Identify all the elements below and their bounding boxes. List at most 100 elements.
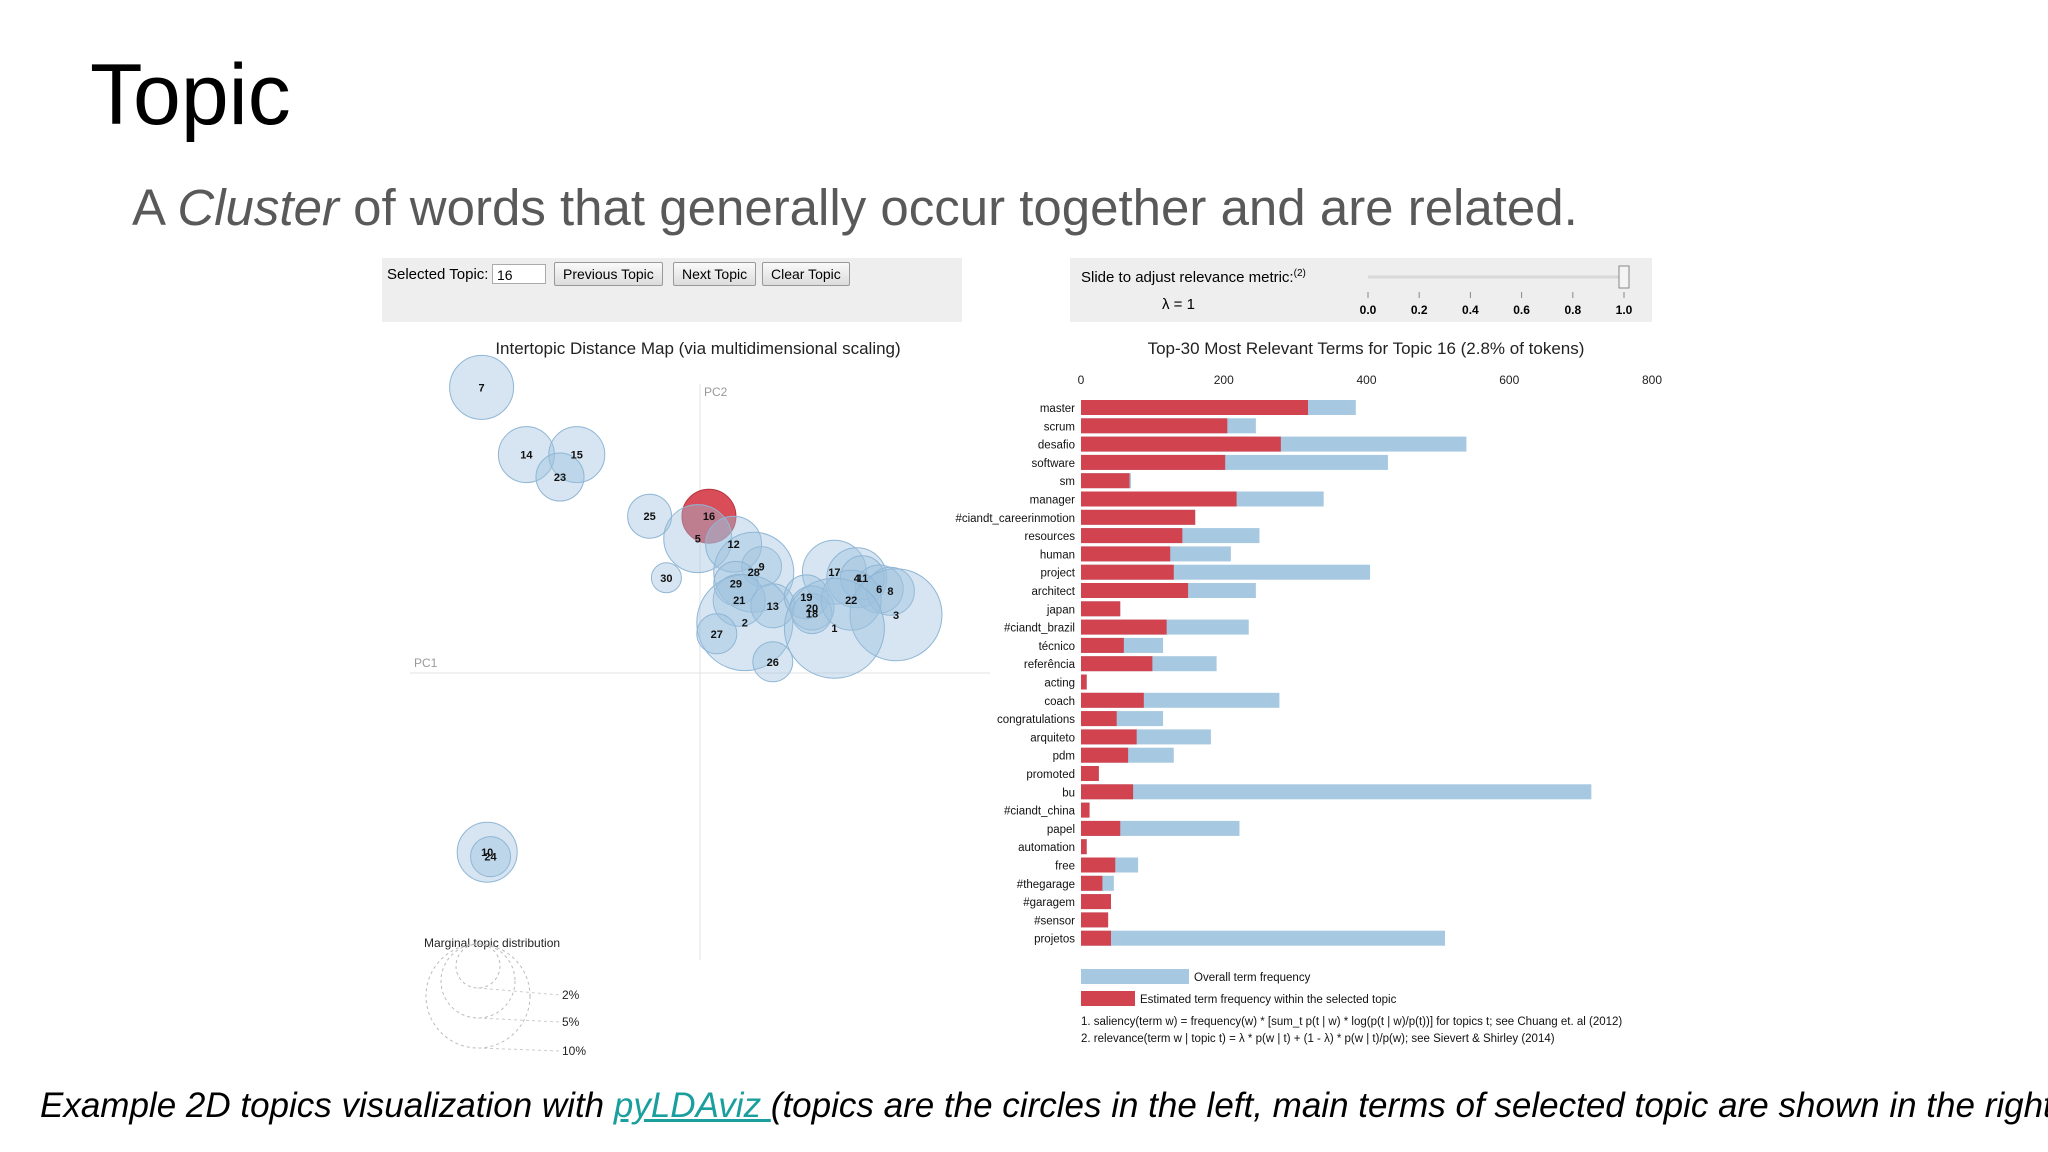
topic-label: 1 bbox=[831, 623, 837, 635]
estimated-frequency-bar bbox=[1081, 436, 1281, 452]
x-tick-label: 800 bbox=[1642, 373, 1662, 387]
term-label: resources bbox=[1025, 531, 1076, 543]
estimated-frequency-bar bbox=[1081, 711, 1117, 727]
term-label: #ciandt_brazil bbox=[1004, 623, 1075, 635]
slide-subtitle: A Cluster of words that generally occur … bbox=[132, 179, 1578, 236]
legend-estimated-label: Estimated term frequency within the sele… bbox=[1140, 994, 1397, 1006]
relevance-control-panel bbox=[1070, 258, 1652, 322]
footnote: 2. relevance(term w | topic t) = λ * p(w… bbox=[1081, 1033, 1555, 1045]
topic-label: 9 bbox=[759, 562, 765, 574]
topic-label: 8 bbox=[887, 586, 893, 598]
slider-tick-label: 1.0 bbox=[1616, 303, 1633, 317]
term-label: acting bbox=[1044, 678, 1075, 690]
estimated-frequency-bar bbox=[1081, 930, 1111, 946]
next-topic-button[interactable]: Next Topic bbox=[673, 262, 757, 286]
topic-bubble bbox=[752, 641, 794, 683]
topic-bubble bbox=[783, 577, 885, 679]
topic-label: 19 bbox=[800, 592, 812, 604]
term-label: sm bbox=[1060, 476, 1075, 488]
term-label: free bbox=[1055, 861, 1075, 873]
estimated-frequency-bar bbox=[1081, 729, 1137, 745]
relevance-slider[interactable]: 0.0 0.2 0.4 0.6 0.8 1.0 bbox=[1350, 262, 1650, 318]
topic-bubble bbox=[470, 836, 512, 878]
marginal-level-label: 5% bbox=[562, 1015, 580, 1029]
legend-estimated-swatch bbox=[1081, 991, 1135, 1006]
slider-tick-label: 0.2 bbox=[1411, 303, 1428, 317]
estimated-frequency-bar bbox=[1081, 820, 1121, 836]
term-label: manager bbox=[1030, 495, 1076, 507]
pyldaviz-link[interactable]: pyLDAviz bbox=[613, 1086, 771, 1125]
estimated-frequency-bar bbox=[1081, 528, 1183, 544]
marginal-guide bbox=[477, 1017, 561, 1023]
selected-topic-input[interactable]: 16 bbox=[492, 264, 546, 284]
topic-label: 28 bbox=[748, 567, 760, 579]
topic-label: 17 bbox=[828, 567, 840, 579]
estimated-frequency-bar bbox=[1081, 418, 1228, 434]
topic-label: 27 bbox=[711, 629, 723, 641]
marginal-guide bbox=[477, 1047, 561, 1052]
topic-bubble bbox=[865, 566, 915, 616]
estimated-frequency-bar bbox=[1081, 454, 1226, 470]
estimated-frequency-bar bbox=[1081, 692, 1144, 708]
term-label: papel bbox=[1047, 824, 1075, 836]
topic-bubble bbox=[839, 555, 885, 601]
term-label: #garagem bbox=[1023, 897, 1075, 909]
topic-label: 29 bbox=[730, 578, 742, 590]
estimated-frequency-bar bbox=[1081, 875, 1103, 891]
estimated-frequency-bar bbox=[1081, 656, 1153, 672]
slide-title: Topic bbox=[90, 47, 291, 143]
term-label: pdm bbox=[1053, 751, 1075, 763]
slider-handle[interactable] bbox=[1618, 265, 1630, 289]
topic-label: 20 bbox=[806, 603, 818, 615]
term-label: japan bbox=[1046, 604, 1075, 616]
overall-frequency-bar bbox=[1081, 930, 1446, 946]
slide-caption: Example 2D topics visualization with pyL… bbox=[40, 1086, 2048, 1126]
term-label: master bbox=[1040, 403, 1075, 415]
lambda-value-text: λ = 1 bbox=[1162, 296, 1195, 313]
slider-tick-label: 0.8 bbox=[1564, 303, 1581, 317]
slider-tick-label: 0.6 bbox=[1513, 303, 1530, 317]
x-tick-label: 200 bbox=[1214, 373, 1234, 387]
estimated-frequency-bar bbox=[1081, 802, 1090, 818]
topic-bubble bbox=[713, 531, 795, 613]
term-label: projetos bbox=[1034, 934, 1075, 946]
selected-topic-label: Selected Topic: bbox=[387, 266, 489, 283]
footnote: 1. saliency(term w) = frequency(w) * [su… bbox=[1081, 1016, 1622, 1028]
estimated-frequency-bar bbox=[1081, 857, 1116, 873]
term-label: técnico bbox=[1039, 641, 1075, 653]
topic-label: 5 bbox=[695, 534, 701, 546]
topic-label: 24 bbox=[484, 852, 497, 864]
term-label: #sensor bbox=[1034, 915, 1075, 927]
clear-topic-button[interactable]: Clear Topic bbox=[762, 262, 850, 286]
term-label: referência bbox=[1024, 659, 1076, 671]
estimated-frequency-bar bbox=[1081, 601, 1121, 617]
legend-overall-label: Overall term frequency bbox=[1194, 972, 1311, 984]
topic-label: 30 bbox=[660, 573, 672, 585]
previous-topic-button[interactable]: Previous Topic bbox=[554, 262, 663, 286]
term-label: architect bbox=[1032, 586, 1076, 598]
term-label: promoted bbox=[1026, 769, 1075, 781]
topic-bubble bbox=[456, 821, 518, 883]
marginal-circle bbox=[440, 943, 516, 1019]
topic-label: 15 bbox=[571, 450, 583, 462]
estimated-frequency-bar bbox=[1081, 894, 1111, 910]
top-terms-bar-chart: Top-30 Most Relevant Terms for Topic 16 … bbox=[955, 339, 1662, 1045]
estimated-frequency-bar bbox=[1081, 583, 1189, 598]
marginal-level-label: 2% bbox=[562, 988, 580, 1002]
overall-frequency-bar bbox=[1081, 784, 1592, 800]
term-label: #ciandt_china bbox=[1004, 806, 1076, 818]
estimated-frequency-bar bbox=[1081, 509, 1196, 525]
topic-label: 11 bbox=[857, 573, 869, 585]
pc1-label: PC1 bbox=[414, 656, 438, 670]
estimated-frequency-bar bbox=[1081, 491, 1237, 507]
pc2-label: PC2 bbox=[704, 385, 728, 399]
estimated-frequency-bar bbox=[1081, 912, 1109, 928]
topic-bubble bbox=[705, 515, 763, 573]
topic-bubble bbox=[820, 569, 882, 631]
term-label: bu bbox=[1062, 787, 1075, 799]
topic-bubble bbox=[650, 562, 682, 594]
topic-label: 13 bbox=[767, 601, 779, 613]
marginal-circle bbox=[425, 943, 531, 1049]
term-label: arquiteto bbox=[1030, 732, 1075, 744]
topic-label: 23 bbox=[554, 472, 566, 484]
